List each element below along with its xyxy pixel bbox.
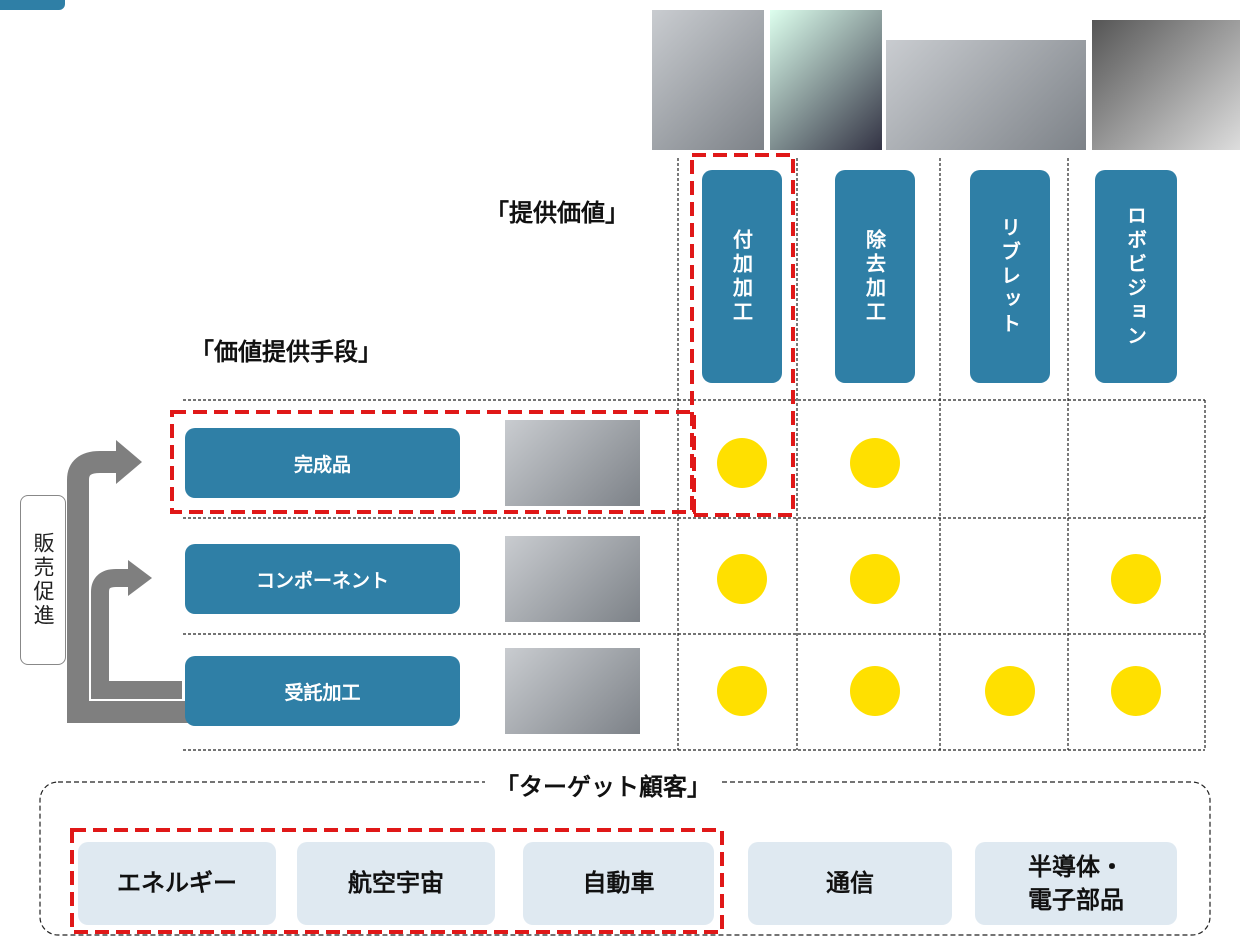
value-header: 「提供価値」 bbox=[485, 199, 629, 227]
dot bbox=[850, 554, 900, 604]
arrow-head bbox=[128, 560, 152, 596]
dot bbox=[985, 666, 1035, 716]
arrow bbox=[91, 569, 182, 699]
value-header-box: 付加加工 bbox=[702, 170, 782, 383]
means-box: 完成品 bbox=[185, 428, 460, 498]
photo bbox=[505, 648, 640, 734]
arrow bbox=[67, 451, 188, 723]
dot bbox=[1111, 666, 1161, 716]
value-header-box: 除去加工 bbox=[835, 170, 915, 383]
customer-box: 通信 bbox=[748, 842, 952, 925]
customer-box: エネルギー bbox=[78, 842, 276, 925]
customer-box: 航空宇宙 bbox=[297, 842, 495, 925]
target-frame bbox=[39, 781, 1211, 936]
photo bbox=[886, 40, 1086, 150]
highlight bbox=[70, 828, 724, 934]
arrow-head bbox=[116, 440, 142, 484]
dot bbox=[1111, 554, 1161, 604]
dot bbox=[717, 666, 767, 716]
means-box: コンポーネント bbox=[185, 544, 460, 614]
photo bbox=[505, 420, 640, 506]
photo bbox=[770, 10, 882, 150]
dot bbox=[850, 438, 900, 488]
means-box: 受託加工 bbox=[185, 656, 460, 726]
value-header-box: ロボビジョン bbox=[1095, 170, 1177, 383]
customer-box: 自動車 bbox=[523, 842, 714, 925]
sales-promotion: 販売促進 bbox=[20, 495, 66, 665]
photo bbox=[505, 536, 640, 622]
customer-box: 半導体・ 電子部品 bbox=[975, 842, 1177, 925]
target-header: 「ターゲット顧客」 bbox=[485, 767, 721, 802]
means-header: 「価値提供手段」 bbox=[190, 338, 382, 366]
dot bbox=[717, 554, 767, 604]
highlight bbox=[170, 410, 696, 514]
dot bbox=[717, 438, 767, 488]
corner-tab bbox=[0, 0, 65, 10]
photo bbox=[652, 10, 764, 150]
dot bbox=[850, 666, 900, 716]
highlight bbox=[690, 153, 795, 517]
photo bbox=[1092, 20, 1240, 150]
value-header-box: リブレット bbox=[970, 170, 1050, 383]
